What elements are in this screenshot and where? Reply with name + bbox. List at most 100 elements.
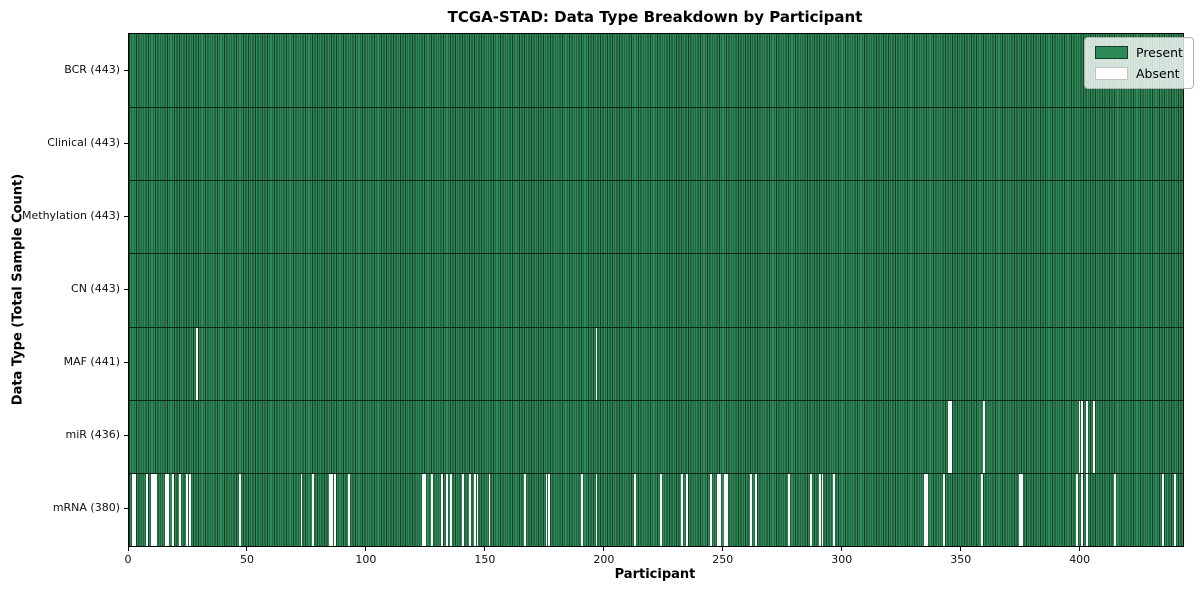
- row-mir: [129, 399, 1183, 473]
- chart-title: TCGA-STAD: Data Type Breakdown by Partic…: [447, 8, 863, 26]
- ytick-mark: [124, 69, 128, 71]
- absent-mark-maf-196: [595, 326, 598, 400]
- absent-mark-mrna-358: [981, 472, 983, 546]
- ytick-label-cn: CN (443): [71, 282, 120, 295]
- x-axis-label: Participant: [614, 567, 696, 582]
- row-maf: [129, 326, 1183, 400]
- absent-mark-mrna-342: [942, 472, 945, 546]
- absent-mark-mrna-77: [312, 472, 315, 546]
- ytick-mark: [124, 435, 128, 437]
- absent-mark-mrna-124: [424, 472, 427, 546]
- xtick-label-300: 300: [831, 553, 853, 566]
- absent-mark-mrna-151: [488, 472, 491, 546]
- row-separator: [129, 107, 1183, 109]
- xtick-mark: [1079, 547, 1081, 551]
- absent-mark-mrna-127: [431, 472, 434, 546]
- ytick-mark: [124, 508, 128, 510]
- absent-mark-mrna-290: [819, 472, 822, 546]
- row-mrna: [129, 472, 1183, 546]
- xtick-mark: [603, 547, 605, 551]
- row-separator: [129, 180, 1183, 182]
- legend-label-present: Present: [1136, 45, 1183, 60]
- absent-mark-mrna-166: [524, 472, 527, 546]
- absent-mark-mrna-234: [685, 472, 688, 546]
- absent-mark-mrna-251: [726, 472, 729, 546]
- absent-mark-mrna-232: [681, 472, 684, 546]
- absent-mark-mrna-434: [1161, 472, 1164, 546]
- absent-mark-maf-28: [195, 326, 198, 400]
- absent-mark-mrna-24: [186, 472, 189, 546]
- absent-mark-mrna-176: [547, 472, 550, 546]
- xtick-mark: [246, 547, 248, 551]
- absent-mark-mrna-11: [155, 472, 158, 546]
- xtick-label-350: 350: [950, 553, 972, 566]
- row-separator: [129, 253, 1183, 255]
- absent-mark-mrna-21: [179, 472, 182, 546]
- absent-mark-mrna-25: [188, 472, 191, 546]
- ytick-label-bcr: BCR (443): [64, 62, 120, 76]
- absent-mark-mrna-175: [545, 472, 548, 546]
- absent-mark-mrna-375: [1021, 472, 1024, 546]
- legend-entry-absent: Absent: [1095, 66, 1183, 81]
- absent-mark-mir-402: [1085, 399, 1088, 473]
- absent-mark-mrna-291: [821, 472, 824, 546]
- absent-mark-mir-399: [1078, 399, 1081, 473]
- absent-mark-mrna-277: [788, 472, 791, 546]
- ytick-label-maf: MAF (441): [63, 355, 120, 369]
- absent-mark-mrna-374: [1019, 472, 1021, 546]
- xtick-label-100: 100: [355, 553, 377, 566]
- absent-mark-mrna-398: [1076, 472, 1079, 546]
- row-separator: [129, 326, 1183, 328]
- absent-mark-mrna-2: [133, 472, 136, 546]
- ytick-mark: [124, 215, 128, 217]
- absent-mark-mrna-196: [595, 472, 598, 546]
- legend-entry-present: Present: [1095, 45, 1183, 60]
- legend-swatch-absent-icon: [1095, 67, 1128, 80]
- xtick-mark: [841, 547, 843, 551]
- row-cn: [129, 253, 1183, 327]
- xtick-mark: [960, 547, 962, 551]
- absent-mark-mrna-439: [1173, 472, 1176, 546]
- xtick-label-50: 50: [239, 553, 254, 566]
- row-separator: [129, 472, 1183, 474]
- legend-label-absent: Absent: [1136, 66, 1180, 81]
- absent-mark-mrna-223: [659, 472, 662, 546]
- absent-mark-mrna-86: [333, 472, 336, 546]
- absent-mark-mrna-334: [923, 472, 926, 546]
- absent-mark-mir-400: [1080, 399, 1083, 473]
- row-clinical: [129, 107, 1183, 181]
- absent-mark-mrna-286: [809, 472, 812, 546]
- absent-mark-mrna-250: [724, 472, 726, 546]
- xtick-label-0: 0: [124, 553, 132, 566]
- xtick-mark: [127, 547, 129, 551]
- absent-mark-mrna-248: [719, 472, 722, 546]
- absent-mark-mrna-46: [238, 472, 241, 546]
- absent-mark-mrna-15: [164, 472, 167, 546]
- absent-mark-mrna-261: [750, 472, 753, 546]
- absent-mark-mrna-296: [833, 472, 836, 546]
- xtick-label-250: 250: [712, 553, 734, 566]
- absent-mark-mrna-140: [462, 472, 465, 546]
- absent-mark-mrna-335: [926, 472, 929, 546]
- absent-mark-mrna-145: [474, 472, 477, 546]
- absent-mark-mir-405: [1092, 399, 1095, 473]
- row-methylation: [129, 180, 1183, 254]
- ytick-label-methylation: Methylation (443): [22, 208, 120, 222]
- absent-mark-mrna-92: [348, 472, 351, 546]
- absent-mark-mrna-400: [1080, 472, 1083, 546]
- absent-mark-mrna-247: [716, 472, 719, 546]
- absent-mark-mir-345: [950, 399, 952, 473]
- absent-mark-mrna-414: [1114, 472, 1117, 546]
- xtick-mark: [365, 547, 367, 551]
- absent-mark-mrna-18: [172, 472, 174, 546]
- plot-area: [128, 33, 1184, 547]
- absent-mark-mrna-402: [1085, 472, 1088, 546]
- ytick-label-clinical: Clinical (443): [47, 135, 120, 149]
- legend: Present Absent: [1084, 37, 1194, 89]
- absent-mark-mrna-85: [331, 472, 334, 546]
- absent-mark-mrna-133: [445, 472, 448, 546]
- row-separator: [129, 399, 1183, 401]
- absent-mark-mrna-146: [476, 472, 479, 546]
- ytick-mark: [124, 362, 128, 364]
